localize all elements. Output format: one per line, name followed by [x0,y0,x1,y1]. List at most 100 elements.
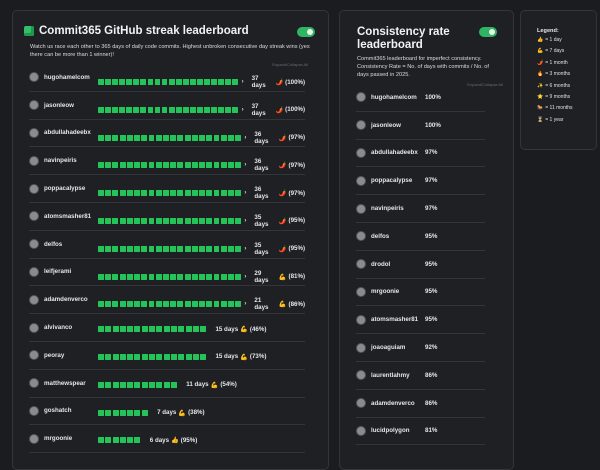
consistency-row[interactable]: mrgoonie 95% [356,279,485,307]
streak-percent: (81%) [288,273,306,281]
streak-expand-collapse-link[interactable]: Expand/Collapse All [272,62,308,67]
day-square [191,217,198,224]
legend-emoji-icon: ✨ [537,82,544,89]
chevron-right-icon[interactable]: › [244,134,247,141]
day-square [155,162,162,169]
username[interactable]: hugohamelcom [371,93,417,101]
consistency-row[interactable]: abdullahadeebx 97% [356,140,485,168]
consistency-row[interactable]: poppacalypse 97% [356,167,485,196]
consistency-row[interactable]: jasonleow 100% [356,112,485,140]
username[interactable]: poppacalypse [371,177,413,185]
username[interactable]: joaoaguiam [371,344,406,352]
username[interactable]: lucidpolygon [371,427,410,435]
streak-bar: › 35 days 🌶️ (95%) [98,242,305,256]
consistency-row[interactable]: navinpeiris 97% [356,195,485,223]
streak-emoji-icon: 🌶️ [278,162,287,170]
username[interactable]: leifjerami [44,268,72,276]
username[interactable]: goshatch [44,407,72,415]
username[interactable]: jasonleow [44,101,74,109]
chevron-right-icon[interactable]: › [244,273,247,280]
streak-row[interactable]: hugohamelcom › 37 days 🌶️ (100%) [29,64,305,92]
chevron-right-icon[interactable]: › [244,190,247,197]
streak-row[interactable]: navinpeiris › 36 days 🌶️ (97%) [29,147,305,176]
chevron-right-icon[interactable]: › [241,79,244,85]
day-square [126,162,133,169]
avatar [29,127,39,138]
streak-row[interactable]: peoray 15 days 💪 (73%) [29,342,305,370]
chevron-right-icon[interactable]: › [241,106,244,113]
day-square [191,190,198,197]
consistency-row[interactable]: delfos 95% [356,223,485,251]
username[interactable]: mrgoonie [371,288,400,296]
day-square [105,79,111,85]
username[interactable]: jasonleow [371,121,401,129]
username[interactable]: abdullahadeebx [371,149,418,157]
consistency-row[interactable]: laurentlahmy 86% [356,362,485,390]
username[interactable]: hugohamelcom [44,73,90,81]
consistency-expand-collapse-link[interactable]: Expand/Collapse All [467,82,503,87]
chevron-right-icon[interactable]: › [244,301,247,308]
username[interactable]: poppacalypse [44,185,86,193]
username[interactable]: abdullahadeebx [44,129,91,137]
day-square [235,162,242,169]
legend-label: = 6 months [545,82,571,89]
day-square [126,106,133,113]
streak-days: 35 days [254,241,269,256]
streak-row[interactable]: delfos › 35 days 🌶️ (95%) [29,231,305,259]
username[interactable]: adamdenverco [371,399,415,407]
consistency-row[interactable]: hugohamelcom 100% [356,84,485,112]
streak-row[interactable]: mrgoonie 6 days 👍 (95%) [29,425,305,454]
avatar [29,294,39,305]
username[interactable]: delfos [44,240,63,248]
streak-emoji-icon: 🌶️ [278,217,287,225]
username[interactable]: drodol [371,260,391,268]
consistency-percent: 86% [425,371,438,379]
username[interactable]: mrgoonie [44,435,73,443]
streak-row[interactable]: adamdenverco › 21 days 💪 (86%) [29,286,305,315]
consistency-row[interactable]: drodol 95% [356,251,485,279]
username[interactable]: laurentlahmy [371,371,410,379]
chevron-right-icon[interactable]: › [244,245,247,252]
streak-title-text: Commit365 GitHub streak leaderboard [39,25,249,37]
day-square [105,326,112,333]
day-square [220,245,227,252]
consistency-row[interactable]: atomsmasher81 95% [356,306,485,335]
day-square [112,273,119,280]
day-square [140,106,147,113]
day-square [134,353,141,360]
consistency-row[interactable]: lucidpolygon 81% [356,418,485,446]
chevron-right-icon[interactable]: › [244,162,247,169]
consistency-row[interactable]: adamdenverco 86% [356,390,485,418]
streak-row[interactable]: alvivanco 15 days 💪 (46%) [29,314,305,342]
day-square [155,190,162,197]
avatar [356,203,366,214]
streak-row[interactable]: leifjerami › 29 days 💪 (81%) [29,259,305,287]
consistency-toggle[interactable] [479,27,497,37]
username[interactable]: matthewspear [44,379,86,387]
streak-row[interactable]: atomsmasher81 › 35 days 🌶️ (95%) [29,203,305,231]
streak-row[interactable]: goshatch 7 days 💪 (38%) [29,398,305,426]
legend-label: = 1 month [545,59,568,66]
day-square [134,190,141,197]
streak-row[interactable]: poppacalypse › 36 days 🌶️ (97%) [29,175,305,203]
streak-emoji-icon: 🌶️ [275,79,284,86]
day-square [213,301,220,308]
streak-toggle[interactable] [297,27,315,37]
streak-row[interactable]: matthewspear 11 days 💪 (54%) [29,370,305,398]
streak-row[interactable]: jasonleow › 37 days 🌶️ (100%) [29,92,305,120]
chevron-right-icon[interactable]: › [244,217,247,224]
username[interactable]: alvivanco [44,324,73,332]
username[interactable]: navinpeiris [371,205,404,213]
day-square [141,353,148,360]
legend-emoji-icon: 👍 [537,37,544,43]
username[interactable]: atomsmasher81 [44,212,92,220]
username[interactable]: navinpeiris [44,157,77,165]
username[interactable]: peoray [44,351,65,359]
username[interactable]: adamdenverco [44,296,88,304]
streak-leaderboard-card: Commit365 GitHub streak leaderboard Watc… [12,10,329,470]
consistency-row[interactable]: joaoaguiam 92% [356,334,485,362]
username[interactable]: delfos [371,232,390,240]
streak-row[interactable]: abdullahadeebx › 36 days 🌶️ (97%) [29,120,305,148]
consistency-percent: 97% [425,177,438,185]
username[interactable]: atomsmasher81 [371,316,419,324]
